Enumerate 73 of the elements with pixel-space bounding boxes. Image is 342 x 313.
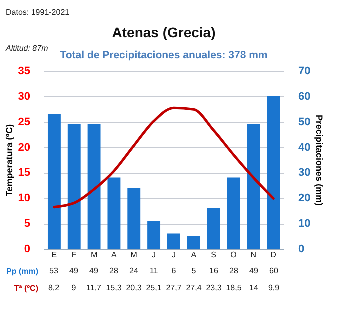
x-tick-label: J <box>152 250 156 260</box>
x-tick-label: M <box>130 250 138 260</box>
data-label: 11 <box>150 266 159 276</box>
data-label: 15,3 <box>106 284 122 292</box>
data-label: 24 <box>130 266 139 276</box>
x-tick-label: J <box>172 250 176 260</box>
data-label: 16 <box>210 266 219 276</box>
y-tick-label: 0 <box>24 244 30 256</box>
data-label: 60 <box>270 266 279 276</box>
data-label: 28 <box>110 266 119 276</box>
bar <box>187 236 200 249</box>
text: Datos: 1991-2021 <box>6 7 70 19</box>
data-label: 9 <box>72 284 77 292</box>
y2-tick-label: 10 <box>298 218 311 230</box>
data-label: 27,7 <box>166 284 182 292</box>
data-label: 8,2 <box>48 284 60 292</box>
chart-title: Atenas (Grecia) <box>112 24 216 40</box>
data-label: 27,4 <box>186 284 202 292</box>
y2-tick-label: 70 <box>298 66 311 78</box>
data-label: 11,7 <box>86 284 102 292</box>
x-tick-label: E <box>52 250 58 260</box>
text: Tª (ºC) <box>14 284 39 293</box>
y2-tick-label: 40 <box>298 142 311 154</box>
y-tick-label: 5 <box>24 218 30 230</box>
y-tick-label: 30 <box>18 90 30 103</box>
y-tick-label: 20 <box>18 142 30 154</box>
bar <box>227 178 240 249</box>
data-label: 5 <box>192 266 197 276</box>
bar <box>48 114 61 249</box>
x-tick-label: M <box>90 250 98 260</box>
bar <box>128 188 141 249</box>
bar <box>247 124 260 249</box>
y2-tick-label: 0 <box>298 244 305 256</box>
text: Pp (mm) <box>6 267 39 276</box>
x-tick-label: S <box>211 250 216 260</box>
x-tick-label: F <box>72 250 77 260</box>
x-tick-label: A <box>191 250 198 260</box>
y-tick-label: 25 <box>18 116 30 128</box>
data-label: 28 <box>230 266 239 276</box>
data-label: 18,5 <box>226 284 242 292</box>
data-label: 6 <box>172 266 177 276</box>
y2-axis-title: Precipitaciones (mm) <box>314 114 325 206</box>
y-axis-title: Temperatura (ºC) <box>4 124 14 197</box>
y-tick-label: 35 <box>18 66 30 78</box>
data-label: 9,9 <box>268 284 280 292</box>
line-series <box>53 106 275 209</box>
y2-tick-label: 30 <box>298 167 311 180</box>
y2-tick-label: 50 <box>298 116 311 128</box>
y2-tick-label: 60 <box>298 90 311 103</box>
bar <box>68 124 81 249</box>
data-label: 14 <box>250 284 259 292</box>
x-tick-label: O <box>230 250 237 260</box>
y2-tick-label: 20 <box>298 192 311 205</box>
bar <box>167 234 180 249</box>
data-label: 25,1 <box>146 284 162 292</box>
x-tick-label: D <box>270 250 277 260</box>
bar <box>88 124 101 249</box>
y-tick-label: 15 <box>18 167 30 180</box>
bar <box>148 221 161 249</box>
bar <box>108 178 121 249</box>
data-label: 49 <box>90 266 99 276</box>
text: Altitud: 87m <box>6 44 48 53</box>
y-tick-label: 10 <box>18 192 30 205</box>
x-tick-label: N <box>250 250 257 260</box>
data-label: 23,3 <box>206 284 222 292</box>
bar <box>207 208 220 249</box>
data-label: 49 <box>250 266 259 276</box>
bar <box>267 96 280 249</box>
data-label: 20,3 <box>126 284 142 292</box>
data-label: 49 <box>70 266 79 276</box>
x-tick-label: A <box>112 250 118 260</box>
chart-subtitle: Total de Precipitaciones anuales: 378 mm <box>60 50 268 62</box>
data-label: 53 <box>50 266 59 276</box>
